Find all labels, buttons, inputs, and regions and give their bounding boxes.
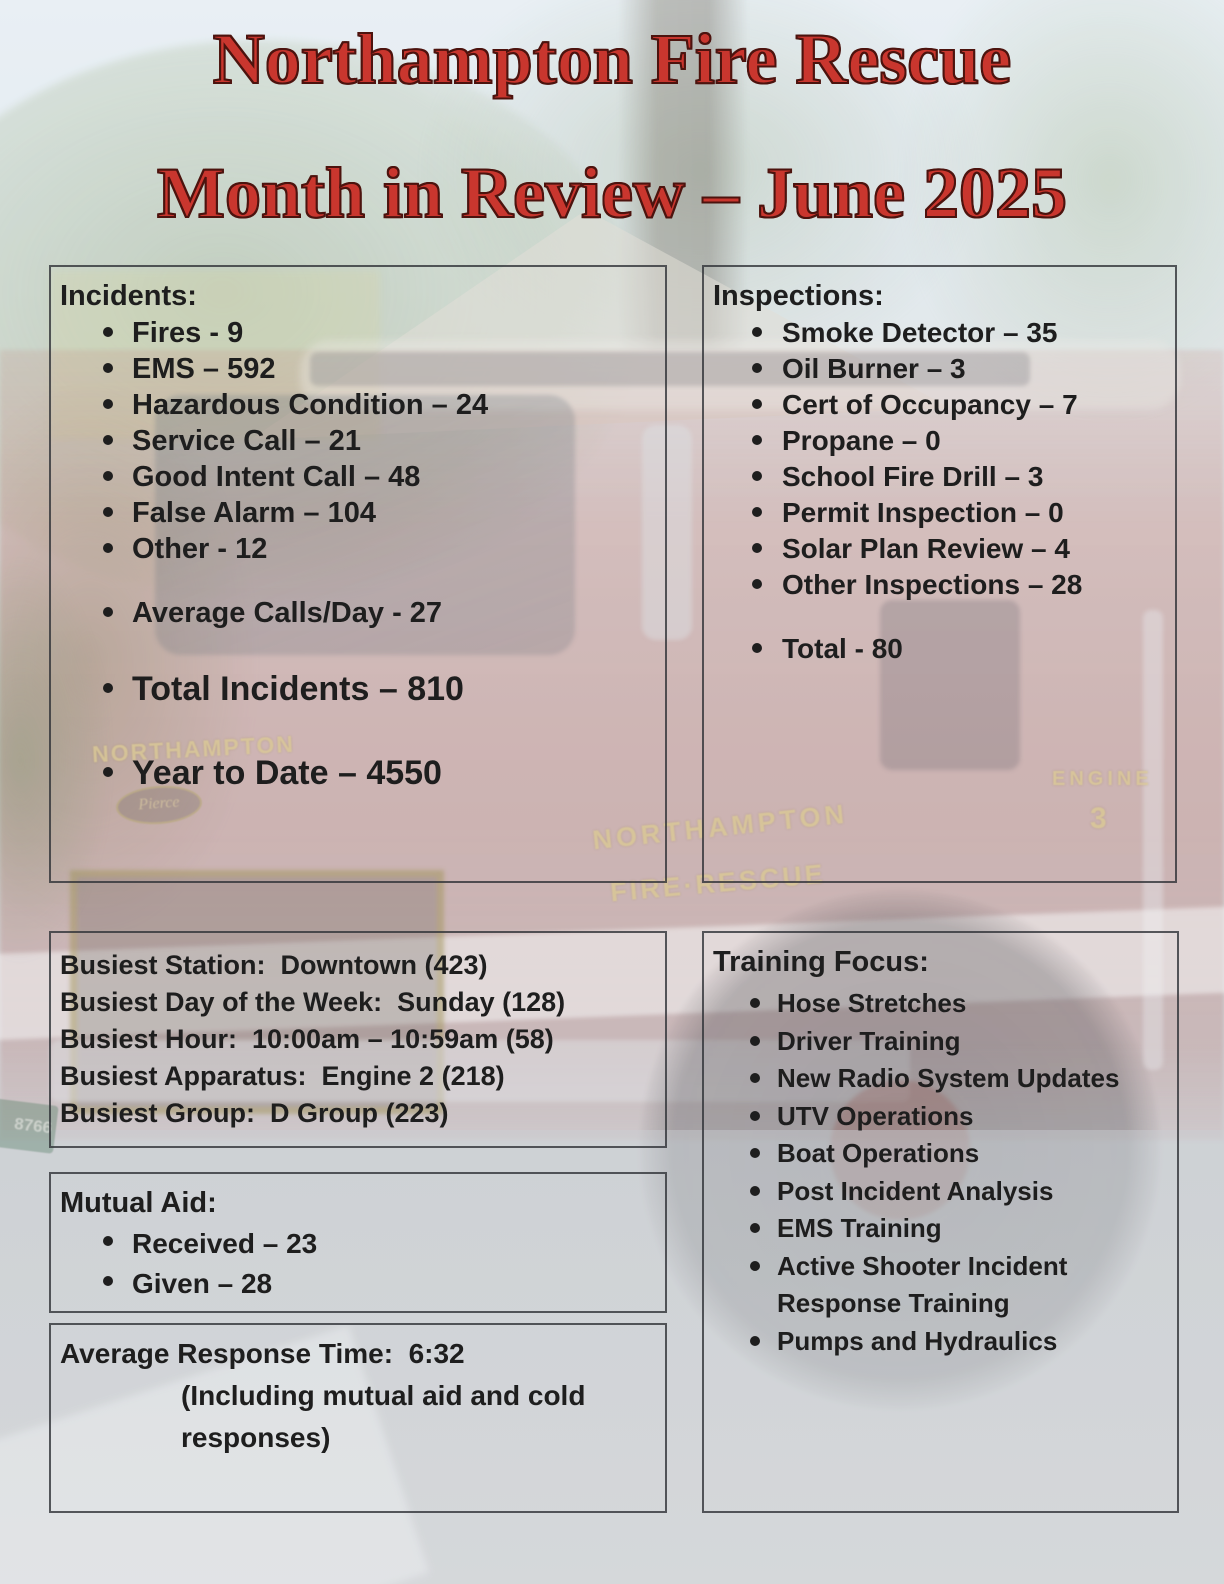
mutual-aid-heading: Mutual Aid: [60, 1187, 217, 1219]
incident-item-label: Other - 12 [132, 533, 268, 565]
busiest-stat-line: Busiest Station: Downtown (423) [60, 950, 488, 980]
inspections-list-item: Oil Burner – 3 [704, 351, 1175, 387]
training-list-item: Boat Operations [704, 1135, 1177, 1173]
inspection-item-label: Oil Burner – 3 [782, 353, 966, 384]
training-item-label: Post Incident Analysis [777, 1175, 1054, 1206]
incidents-total-row: Total Incidents – 810 [51, 667, 665, 711]
inspection-item-label: Smoke Detector – 35 [782, 317, 1058, 348]
busiest-lines: Busiest Station: Downtown (423) Busiest … [51, 933, 665, 1132]
training-focus-panel: Training Focus: Hose Stretches Driver Tr… [702, 931, 1179, 1513]
inspections-panel: Inspections: Smoke Detector – 35 Oil Bur… [702, 265, 1177, 883]
incidents-heading: Incidents: [60, 280, 197, 312]
incidents-list-item: Hazardous Condition – 24 [51, 387, 665, 423]
busiest-stat-line: Busiest Apparatus: Engine 2 (218) [60, 1061, 505, 1091]
poster-title-line1: Northampton Fire Rescue [212, 18, 1013, 100]
response-time-line: Average Response Time: 6:32 [60, 1338, 465, 1369]
busiest-stat-line: Busiest Hour: 10:00am – 10:59am (58) [60, 1024, 554, 1054]
inspection-item-label: School Fire Drill – 3 [782, 461, 1044, 492]
inspections-list-item: Cert of Occupancy – 7 [704, 387, 1175, 423]
response-time-panel: Average Response Time: 6:32 (Including m… [49, 1323, 667, 1513]
mutual-aid-list-item: Given – 28 [51, 1264, 665, 1304]
training-list-item: New Radio System Updates [704, 1060, 1177, 1098]
incident-item-label: Service Call – 21 [132, 425, 361, 457]
training-item-label: Active Shooter Incident Response Trainin… [777, 1250, 1075, 1319]
incidents-list: Fires - 9 EMS – 592 Hazardous Condition … [51, 315, 665, 567]
inspection-item-label: Solar Plan Review – 4 [782, 533, 1070, 564]
inspections-heading: Inspections: [713, 280, 884, 312]
mutual-aid-item-label: Received – 23 [132, 1228, 318, 1259]
busiest-stat-line: Busiest Day of the Week: Sunday (128) [60, 987, 566, 1017]
incidents-average-row: Average Calls/Day - 27 [51, 595, 665, 631]
inspection-item-label: Permit Inspection – 0 [782, 497, 1064, 528]
training-item-label: New Radio System Updates [777, 1063, 1120, 1093]
response-time-note-line1: (Including mutual aid and cold [181, 1380, 586, 1411]
incidents-list-item: Good Intent Call – 48 [51, 459, 665, 495]
incident-item-label: Good Intent Call – 48 [132, 461, 421, 493]
mutual-aid-item-label: Given – 28 [132, 1268, 273, 1299]
incidents-panel: Incidents: Fires - 9 EMS – 592 Hazardous… [49, 265, 667, 883]
inspections-list-item: Other Inspections – 28 [704, 567, 1175, 603]
training-item-label: Hose Stretches [777, 988, 967, 1018]
incident-item-label: False Alarm – 104 [132, 497, 376, 529]
training-item-label: Pumps and Hydraulics [777, 1325, 1058, 1356]
training-list-item: Pumps and Hydraulics [704, 1323, 1177, 1361]
incident-item-label: EMS – 592 [132, 353, 276, 385]
inspection-item-label: Propane – 0 [782, 425, 941, 456]
training-item-label: Boat Operations [777, 1138, 980, 1168]
training-list: Hose Stretches Driver Training New Radio… [704, 985, 1177, 1360]
inspections-total-row: Total - 80 [704, 631, 1175, 667]
busiest-stats-panel: Busiest Station: Downtown (423) Busiest … [49, 931, 667, 1148]
training-list-item: Post Incident Analysis [704, 1173, 1177, 1211]
training-heading: Training Focus: [713, 946, 929, 978]
poster-title-line2: Month in Review – June 2025 [156, 152, 1068, 234]
training-list-item: Active Shooter Incident Response Trainin… [704, 1248, 1177, 1323]
training-list-item: Driver Training [704, 1023, 1177, 1061]
inspections-list-item: Permit Inspection – 0 [704, 495, 1175, 531]
training-item-label: EMS Training [777, 1213, 942, 1243]
incidents-list-item: Other - 12 [51, 531, 665, 567]
inspections-list-item: Smoke Detector – 35 [704, 315, 1175, 351]
training-list-item: Hose Stretches [704, 985, 1177, 1023]
training-list-item: EMS Training [704, 1210, 1177, 1248]
inspections-list-item: School Fire Drill – 3 [704, 459, 1175, 495]
inspections-list-item: Solar Plan Review – 4 [704, 531, 1175, 567]
incident-item-label: Hazardous Condition – 24 [132, 389, 489, 421]
incidents-list-item: Service Call – 21 [51, 423, 665, 459]
inspection-item-label: Other Inspections – 28 [782, 569, 1083, 600]
busiest-stat-line: Busiest Group: D Group (223) [60, 1098, 449, 1128]
training-list-item: UTV Operations [704, 1098, 1177, 1136]
incidents-list-item: Fires - 9 [51, 315, 665, 351]
incident-item-label: Fires - 9 [132, 317, 244, 349]
incidents-list-item: False Alarm – 104 [51, 495, 665, 531]
mutual-aid-list: Received – 23 Given – 28 [51, 1224, 665, 1304]
inspections-list: Smoke Detector – 35 Oil Burner – 3 Cert … [704, 315, 1175, 603]
incidents-list-item: EMS – 592 [51, 351, 665, 387]
mutual-aid-list-item: Received – 23 [51, 1224, 665, 1264]
training-item-label: Driver Training [777, 1025, 961, 1056]
response-time-note-line2: responses) [181, 1422, 331, 1453]
training-item-label: UTV Operations [777, 1100, 974, 1131]
inspection-item-label: Cert of Occupancy – 7 [782, 389, 1078, 420]
incidents-ytd-row: Year to Date – 4550 [51, 751, 665, 795]
inspections-list-item: Propane – 0 [704, 423, 1175, 459]
mutual-aid-panel: Mutual Aid: Received – 23 Given – 28 [49, 1172, 667, 1313]
